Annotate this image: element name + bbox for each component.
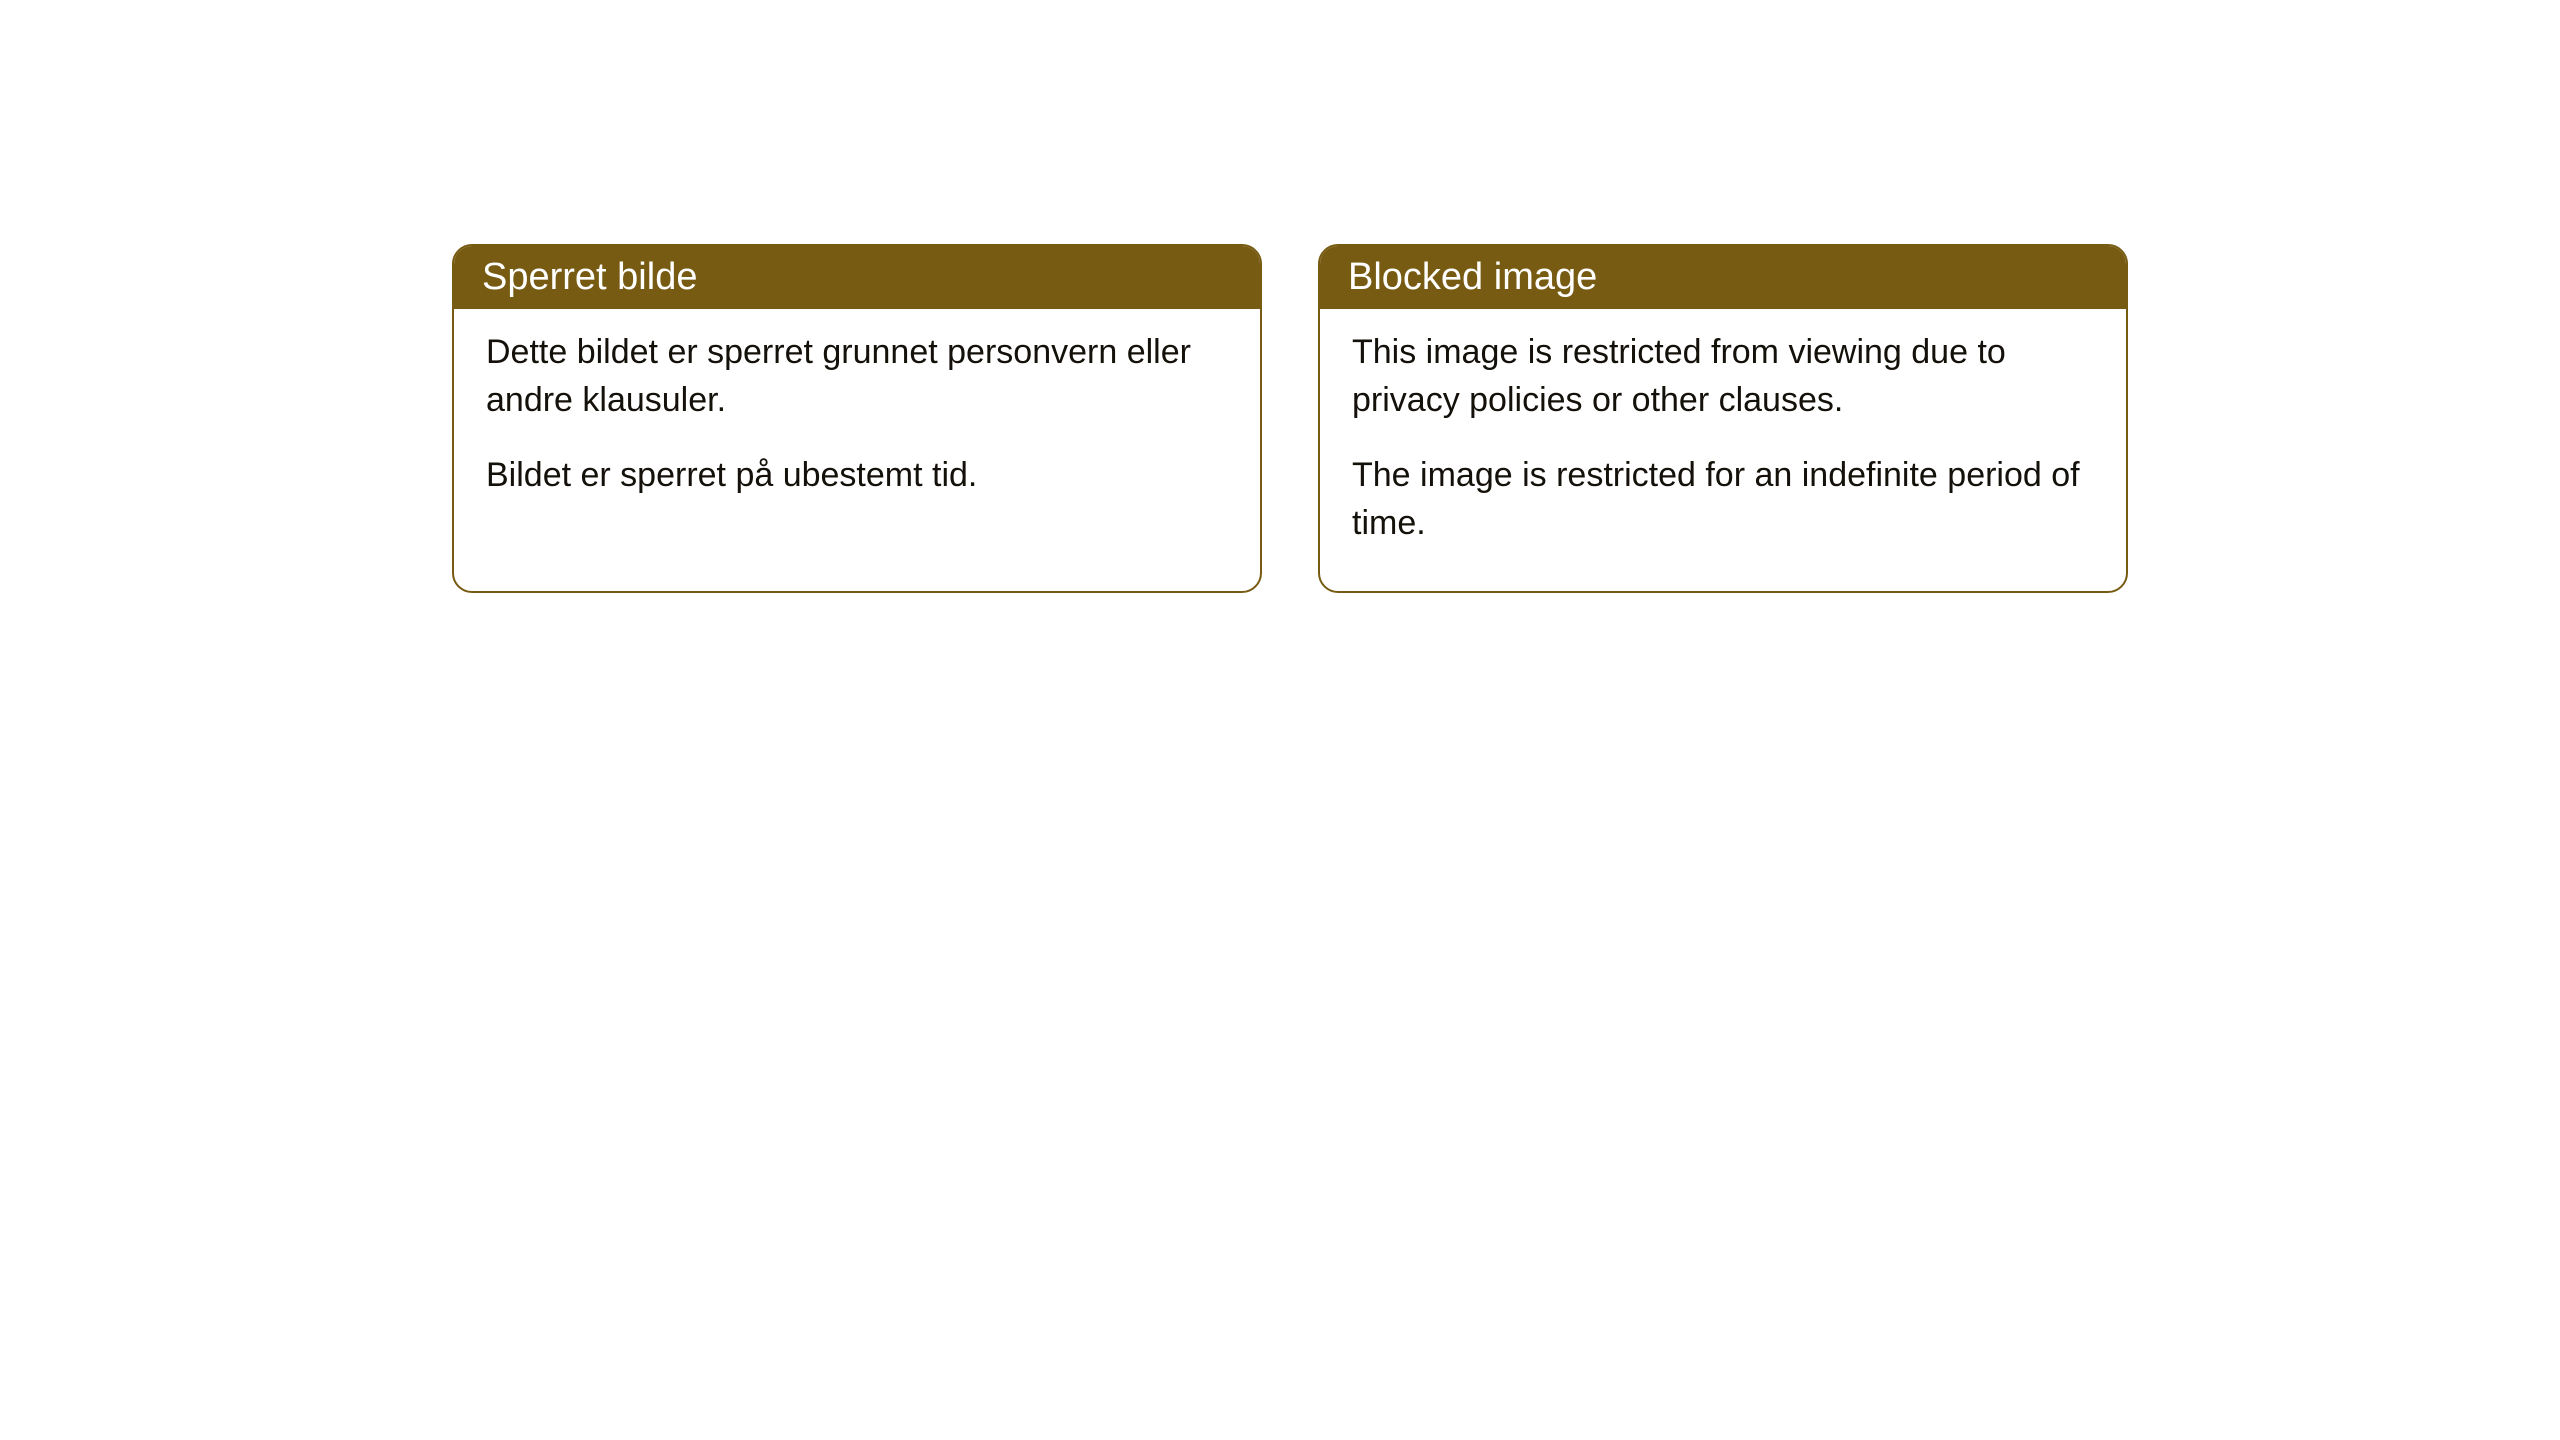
card-header: Sperret bilde	[454, 246, 1260, 309]
card-container: Sperret bilde Dette bildet er sperret gr…	[452, 244, 2128, 593]
card-paragraph: This image is restricted from viewing du…	[1352, 329, 2094, 424]
card-title: Blocked image	[1348, 256, 1597, 298]
blocked-image-card-english: Blocked image This image is restricted f…	[1318, 244, 2128, 593]
card-body: This image is restricted from viewing du…	[1320, 309, 2126, 591]
card-body: Dette bildet er sperret grunnet personve…	[454, 309, 1260, 544]
card-paragraph: Dette bildet er sperret grunnet personve…	[486, 329, 1228, 424]
card-paragraph: The image is restricted for an indefinit…	[1352, 452, 2094, 547]
card-title: Sperret bilde	[482, 256, 697, 298]
blocked-image-card-norwegian: Sperret bilde Dette bildet er sperret gr…	[452, 244, 1262, 593]
card-header: Blocked image	[1320, 246, 2126, 309]
card-paragraph: Bildet er sperret på ubestemt tid.	[486, 452, 1228, 500]
